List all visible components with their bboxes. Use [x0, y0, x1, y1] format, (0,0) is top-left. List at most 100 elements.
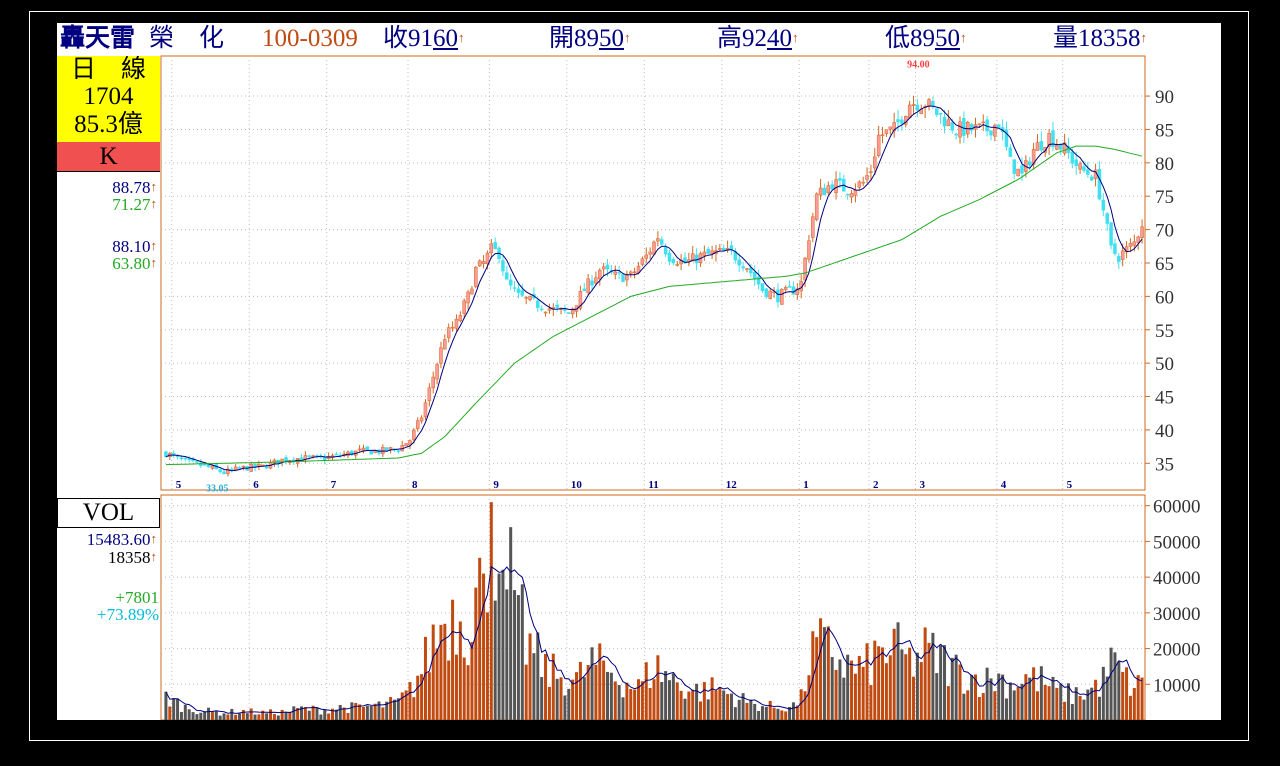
candle-body — [594, 277, 598, 284]
up-arrow-icon: ↑ — [150, 196, 158, 211]
candle-body — [195, 461, 199, 463]
candle-body — [1082, 166, 1086, 171]
volume-bar — [454, 654, 458, 720]
volume-bar — [350, 702, 354, 720]
volume-bar — [1082, 699, 1086, 720]
candle-body — [365, 446, 370, 450]
volume-bar — [1101, 666, 1105, 720]
volume-bar — [1047, 686, 1051, 720]
candle-body — [811, 216, 815, 238]
volume-bar — [861, 666, 865, 720]
volume-bar — [203, 711, 207, 720]
candle-body — [578, 291, 583, 309]
volume-bar — [873, 640, 877, 720]
volume-bar — [1097, 696, 1101, 720]
volume-bar — [877, 646, 881, 720]
candle-body — [830, 184, 834, 190]
volume-bar — [280, 709, 284, 720]
candle-body — [179, 457, 184, 460]
volume-bar — [962, 693, 966, 720]
candle-body — [938, 113, 943, 115]
candle-body — [648, 251, 652, 255]
volume-bar — [544, 654, 548, 720]
volume-bar — [435, 648, 439, 720]
volume-bar — [381, 707, 385, 720]
candle-body — [524, 296, 528, 299]
volume-bar — [261, 710, 265, 720]
candle-body — [462, 300, 466, 314]
candle-body — [1031, 149, 1036, 165]
volume-bar — [985, 667, 989, 720]
candle-body — [1089, 176, 1094, 181]
volume-bar — [218, 715, 222, 720]
candle-body — [884, 129, 889, 135]
vol-change: +7801 — [115, 588, 159, 607]
volume-bar — [687, 691, 691, 720]
candle-body — [396, 450, 401, 452]
volume-bar — [737, 699, 741, 720]
candle-body — [423, 402, 428, 418]
volume-bar — [540, 677, 544, 720]
volume-bar — [183, 704, 187, 720]
vol-indicator-button[interactable]: VOL — [57, 498, 160, 528]
up-arrow-icon: ↑ — [792, 30, 799, 45]
price-tick-label: 70 — [1155, 221, 1174, 242]
volume-bar — [853, 673, 857, 720]
candle-body — [849, 193, 854, 198]
volume-bar — [679, 690, 683, 720]
candle-body — [888, 126, 893, 130]
k-indicator-button[interactable]: K — [57, 142, 160, 172]
volume-tick-label: 20000 — [1153, 640, 1201, 661]
candle-body — [702, 251, 707, 256]
candle-body — [237, 467, 242, 469]
volume-bar — [1032, 667, 1036, 720]
candle-body — [605, 264, 610, 270]
candle-body — [795, 288, 800, 296]
volume-bar — [822, 627, 826, 720]
volume-bar — [974, 674, 978, 720]
quote-header: 轟天雷 榮 化 100-0309 收9160↑ 開8950↑ 高9240↑ 低8… — [57, 23, 1221, 56]
price-tick-label: 65 — [1155, 254, 1174, 275]
volume-bar — [330, 708, 334, 720]
volume-tick-label: 10000 — [1153, 675, 1201, 696]
volume-bar — [311, 705, 315, 720]
volume-bar — [1109, 647, 1113, 720]
candle-body — [745, 268, 749, 270]
volume-bar — [1024, 674, 1028, 720]
candle-body — [621, 273, 625, 283]
volume-bar — [714, 690, 718, 720]
volume-bar — [772, 707, 776, 720]
candle-body — [911, 104, 916, 106]
volume-bar — [1016, 686, 1020, 720]
volume-bar — [501, 569, 505, 720]
volume-bar — [385, 701, 389, 720]
price-tick-label: 40 — [1155, 421, 1174, 442]
volume-bar — [757, 711, 761, 720]
candle-body — [718, 248, 722, 250]
candle-body — [818, 187, 823, 196]
candle-body — [950, 122, 955, 131]
volume-bar — [1043, 684, 1047, 720]
candle-body — [791, 286, 796, 295]
candle-body — [942, 117, 947, 127]
volume-bar — [749, 699, 753, 720]
volume-bar — [210, 711, 214, 720]
candle-body — [617, 271, 621, 274]
volume-bar — [253, 714, 257, 720]
volume-bar — [850, 660, 854, 720]
volume-bar — [241, 709, 245, 720]
volume-bar — [563, 695, 567, 720]
volume-bar — [915, 652, 919, 720]
candle-body — [807, 240, 811, 260]
month-label: 8 — [412, 479, 418, 491]
candle-body — [768, 290, 772, 299]
volume-bar — [935, 673, 939, 720]
candle-body — [466, 291, 470, 304]
volume-bar — [257, 714, 261, 720]
volume-bar — [187, 709, 191, 720]
candle-body — [834, 179, 838, 194]
price-tick-label: 60 — [1155, 287, 1174, 308]
candle-body — [690, 253, 695, 262]
volume-bar — [884, 663, 888, 720]
indicator-sidebar: 日 線 1704 85.3億 K 88.78↑ 71.27↑ 88.10↑ 63… — [57, 56, 160, 720]
